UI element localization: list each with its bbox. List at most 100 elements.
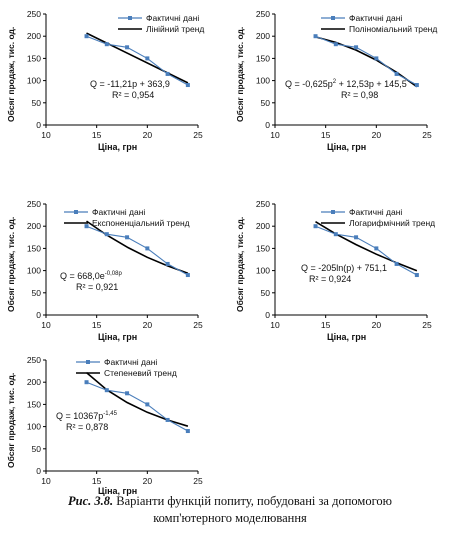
trend-equation: Q = -11,21p + 363,9 <box>90 79 170 89</box>
marker-line-icon <box>76 359 100 364</box>
plot-area: 0 50 100 150 200 250 10 15 20 25 <box>27 199 203 330</box>
y-tick-label: 150 <box>256 53 270 63</box>
marker-line-icon <box>321 15 345 20</box>
x-tick-label: 15 <box>92 320 102 330</box>
plot-area: 0 50 100 150 200 250 10 15 20 25 <box>256 199 432 330</box>
data-point <box>84 34 89 39</box>
data-point <box>125 235 130 240</box>
x-tick-label: 25 <box>422 320 432 330</box>
plot-area: 0 50 100 150 200 250 10 15 20 25 <box>256 9 432 140</box>
y-tick-label: 200 <box>256 221 270 231</box>
trend-line <box>315 36 418 88</box>
x-tick-label: 20 <box>143 476 153 486</box>
data-point <box>104 388 109 393</box>
caption-text: Варіанти функцій попиту, побудовані за д… <box>113 494 392 525</box>
x-tick-label: 25 <box>193 476 203 486</box>
y-axis-label: Обсяг продаж, тис. од. <box>6 26 16 122</box>
legend-item-trend: Поліноміальний тренд <box>321 23 437 34</box>
x-axis-label: Ціна, грн <box>98 486 138 496</box>
y-tick-label: 250 <box>27 9 41 19</box>
line-icon <box>321 221 345 224</box>
actual-data-line <box>315 225 418 276</box>
legend-label: Логарифмічний тренд <box>349 217 436 228</box>
data-point <box>185 429 190 434</box>
data-point <box>333 42 338 47</box>
line-icon <box>76 371 100 374</box>
marker-line-icon <box>118 15 142 20</box>
legend-label: Фактичні дані <box>349 206 403 217</box>
data-point <box>394 261 399 266</box>
data-point <box>414 273 419 278</box>
plot-area: 0 50 100 150 200 250 10 15 20 25 <box>27 9 203 140</box>
data-point <box>84 380 89 385</box>
marker-line-icon <box>321 209 345 214</box>
y-tick-label: 100 <box>27 266 41 276</box>
trend-line <box>315 221 418 272</box>
data-point <box>313 34 318 39</box>
y-tick-label: 150 <box>27 399 41 409</box>
y-tick-label: 100 <box>256 76 270 86</box>
chart-panel-linear: 0 50 100 150 200 250 10 15 20 25 Обсяг продаж, ти… <box>0 0 220 170</box>
r-squared: R² = 0,954 <box>112 90 155 100</box>
y-tick-label: 200 <box>256 31 270 41</box>
y-tick-label: 250 <box>256 199 270 209</box>
y-tick-label: 150 <box>27 243 41 253</box>
legend: Фактичні дані Поліноміальний тренд <box>321 12 437 34</box>
y-tick-label: 0 <box>36 310 41 320</box>
actual-data-line <box>86 381 189 432</box>
chart-panel-logarithmic: 0 50 100 150 200 250 10 15 20 25 Обсяг продаж, ти… <box>229 190 449 360</box>
x-axis-label: Ціна, грн <box>327 332 367 342</box>
legend-label: Степеневий тренд <box>104 367 177 378</box>
legend-item-trend: Логарифмічний тренд <box>321 217 435 228</box>
legend-label: Експоненціальний тренд <box>92 217 190 228</box>
y-tick-label: 0 <box>265 120 270 130</box>
legend-item-actual: Фактичні дані <box>64 206 190 217</box>
legend-item-actual: Фактичні дані <box>321 206 435 217</box>
legend: Фактичні дані Логарифмічний тренд <box>321 206 435 228</box>
y-tick-label: 50 <box>32 444 42 454</box>
trend-equation: Q = -0,625p2 + 12,53p + 145,5 <box>285 79 407 89</box>
x-tick-label: 20 <box>372 130 382 140</box>
y-tick-label: 150 <box>27 53 41 63</box>
y-tick-label: 50 <box>261 288 271 298</box>
x-axis-label: Ціна, грн <box>98 142 138 152</box>
x-tick-label: 10 <box>41 130 51 140</box>
legend-item-actual: Фактичні дані <box>76 356 177 367</box>
x-axis-label: Ціна, грн <box>327 142 367 152</box>
data-point <box>145 246 150 251</box>
x-tick-label: 10 <box>270 320 280 330</box>
r-squared: R² = 0,878 <box>66 422 109 432</box>
x-tick-label: 20 <box>143 130 153 140</box>
trend-equation: Q = -205ln(p) + 751,1 <box>301 263 388 273</box>
data-point <box>313 224 318 229</box>
legend: Фактичні дані Лінійний тренд <box>118 12 204 34</box>
x-tick-label: 15 <box>92 130 102 140</box>
caption-lead: Рис. 3.8. <box>68 494 114 508</box>
data-point <box>104 232 109 237</box>
x-tick-label: 20 <box>143 320 153 330</box>
x-tick-label: 15 <box>321 130 331 140</box>
data-point <box>374 56 379 61</box>
marker-line-icon <box>64 209 88 214</box>
data-point <box>414 83 419 88</box>
y-tick-label: 150 <box>256 243 270 253</box>
y-tick-label: 0 <box>36 120 41 130</box>
r-squared: R² = 0,924 <box>309 274 352 284</box>
x-tick-label: 20 <box>372 320 382 330</box>
legend-label: Фактичні дані <box>349 12 403 23</box>
y-axis-label: Обсяг продаж, тис. од. <box>6 216 16 312</box>
legend-item-trend: Лінійний тренд <box>118 23 204 34</box>
x-tick-label: 10 <box>41 320 51 330</box>
y-axis-label: Обсяг продаж, тис. од. <box>235 216 245 312</box>
r-squared: R² = 0,98 <box>341 90 379 100</box>
chart-panel-polynomial: 0 50 100 150 200 250 10 15 20 25 Обсяг продаж, ти… <box>229 0 449 170</box>
line-icon <box>118 27 142 30</box>
y-tick-label: 50 <box>32 98 42 108</box>
y-tick-label: 200 <box>27 377 41 387</box>
trend-equation: Q = 10367p-1,45 <box>56 411 117 421</box>
legend-label: Поліноміальний тренд <box>349 23 438 34</box>
data-point <box>394 71 399 76</box>
trend-line <box>86 220 189 275</box>
line-icon <box>64 221 88 224</box>
figure-caption: Рис. 3.8. Варіанти функцій попиту, побуд… <box>30 493 430 527</box>
